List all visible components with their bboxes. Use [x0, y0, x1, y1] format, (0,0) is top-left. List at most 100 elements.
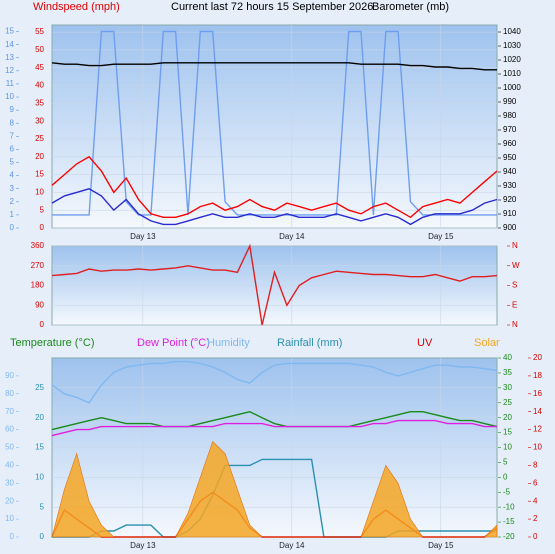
x-tick-label: Day 14 [279, 541, 305, 550]
tick-label: 3 [10, 184, 15, 193]
tick-label: 35 [35, 98, 44, 107]
legend-entry: UV [417, 337, 433, 349]
tick-label: 20 [533, 353, 542, 362]
series-line [51, 410, 498, 431]
series-line [51, 62, 497, 71]
tick-label: 25 [503, 398, 512, 407]
tick-label: N [512, 320, 518, 329]
tick-label: 1040 [503, 27, 521, 36]
series-line [51, 360, 498, 404]
tick-label: 7 [10, 131, 15, 140]
tick-label: 60 [5, 425, 14, 434]
tick-label: W [512, 261, 520, 270]
tick-label: 14 [533, 407, 542, 416]
tick-label: 940 [503, 167, 517, 176]
tick-label: 2 [10, 197, 15, 206]
tick-label: 90 [5, 371, 14, 380]
tick-label: 1030 [503, 41, 521, 50]
tick-label: 2 [533, 514, 538, 523]
tick-label: 90 [35, 300, 44, 309]
tick-label: 1000 [503, 83, 521, 92]
series-line [52, 30, 497, 216]
tick-label: 0 [10, 223, 15, 232]
tick-label: 0 [503, 472, 508, 481]
tick-label: 10 [533, 443, 542, 452]
tick-label: 16 [533, 389, 542, 398]
legend-entry: Temperature (°C) [10, 337, 94, 349]
tick-label: 0 [533, 532, 538, 541]
tick-label: 10 [5, 92, 14, 101]
tick-label: -10 [503, 502, 515, 511]
tick-label: 15 [35, 443, 44, 452]
legend-entry: Rainfall (mm) [277, 337, 342, 349]
tick-label: 920 [503, 195, 517, 204]
tick-label: 360 [31, 241, 45, 250]
tick-label: 50 [35, 45, 44, 54]
tick-label: 18 [533, 371, 542, 380]
tick-label: 25 [35, 134, 44, 143]
tick-label: 14 [5, 40, 14, 49]
tick-label: 980 [503, 111, 517, 120]
tick-label: 12 [533, 425, 542, 434]
tick-label: 20 [35, 413, 44, 422]
tick-label: 30 [503, 383, 512, 392]
tick-label: 180 [31, 281, 45, 290]
tick-label: 20 [35, 152, 44, 161]
tick-label: 40 [35, 81, 44, 90]
tick-label: 10 [5, 514, 14, 523]
tick-label: 45 [35, 63, 44, 72]
tick-label: 10 [35, 472, 44, 481]
tick-label: N [512, 241, 518, 250]
legend-entry: Solar [474, 337, 500, 349]
tick-label: 13 [5, 53, 14, 62]
x-tick-label: Day 13 [130, 541, 156, 550]
tick-label: 50 [5, 443, 14, 452]
y2-axis-label: Barometer (mb) [372, 1, 449, 13]
tick-label: 4 [10, 171, 15, 180]
tick-label: 35 [503, 368, 512, 377]
x-tick-label: Day 15 [428, 232, 454, 241]
tick-label: 11 [6, 79, 15, 88]
legend-entry: Dew Point (°C) [137, 337, 210, 349]
tick-label: -20 [503, 532, 515, 541]
x-tick-label: Day 15 [428, 541, 454, 550]
tick-label: 8 [533, 461, 538, 470]
tick-label: E [512, 300, 517, 309]
tick-label: 270 [31, 261, 45, 270]
series-line [51, 243, 498, 326]
tick-label: 960 [503, 139, 517, 148]
tick-label: 40 [503, 353, 512, 362]
tick-label: -5 [503, 487, 511, 496]
tick-label: 910 [503, 209, 517, 218]
tick-label: 15 [35, 170, 44, 179]
tick-label: 1020 [503, 55, 521, 64]
x-tick-label: Day 13 [130, 232, 156, 241]
tick-label: 930 [503, 181, 517, 190]
tick-label: 5 [10, 158, 15, 167]
tick-label: 15 [5, 27, 14, 36]
tick-label: 1 [10, 210, 15, 219]
series-line [51, 419, 497, 437]
series-line [51, 155, 498, 219]
tick-label: 900 [503, 223, 517, 232]
tick-label: 10 [35, 187, 44, 196]
tick-label: 55 [35, 27, 44, 36]
tick-label: 0 [40, 532, 45, 541]
tick-label: -15 [503, 517, 515, 526]
tick-label: 0 [40, 320, 45, 329]
tick-label: 80 [5, 389, 14, 398]
tick-label: 25 [35, 383, 44, 392]
tick-label: 30 [35, 116, 44, 125]
series-line [51, 188, 498, 226]
tick-label: 30 [5, 478, 14, 487]
tick-label: 40 [5, 461, 14, 470]
tick-label: 8 [10, 118, 15, 127]
tick-label: 70 [5, 407, 14, 416]
tick-label: 6 [10, 145, 15, 154]
tick-label: 9 [10, 105, 15, 114]
tick-label: 20 [503, 413, 512, 422]
series-area [51, 440, 498, 538]
tick-label: 12 [5, 66, 14, 75]
legend-entry: Humidity [207, 337, 250, 349]
